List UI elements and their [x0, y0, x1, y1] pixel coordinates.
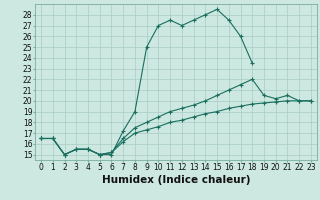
X-axis label: Humidex (Indice chaleur): Humidex (Indice chaleur) — [102, 175, 250, 185]
